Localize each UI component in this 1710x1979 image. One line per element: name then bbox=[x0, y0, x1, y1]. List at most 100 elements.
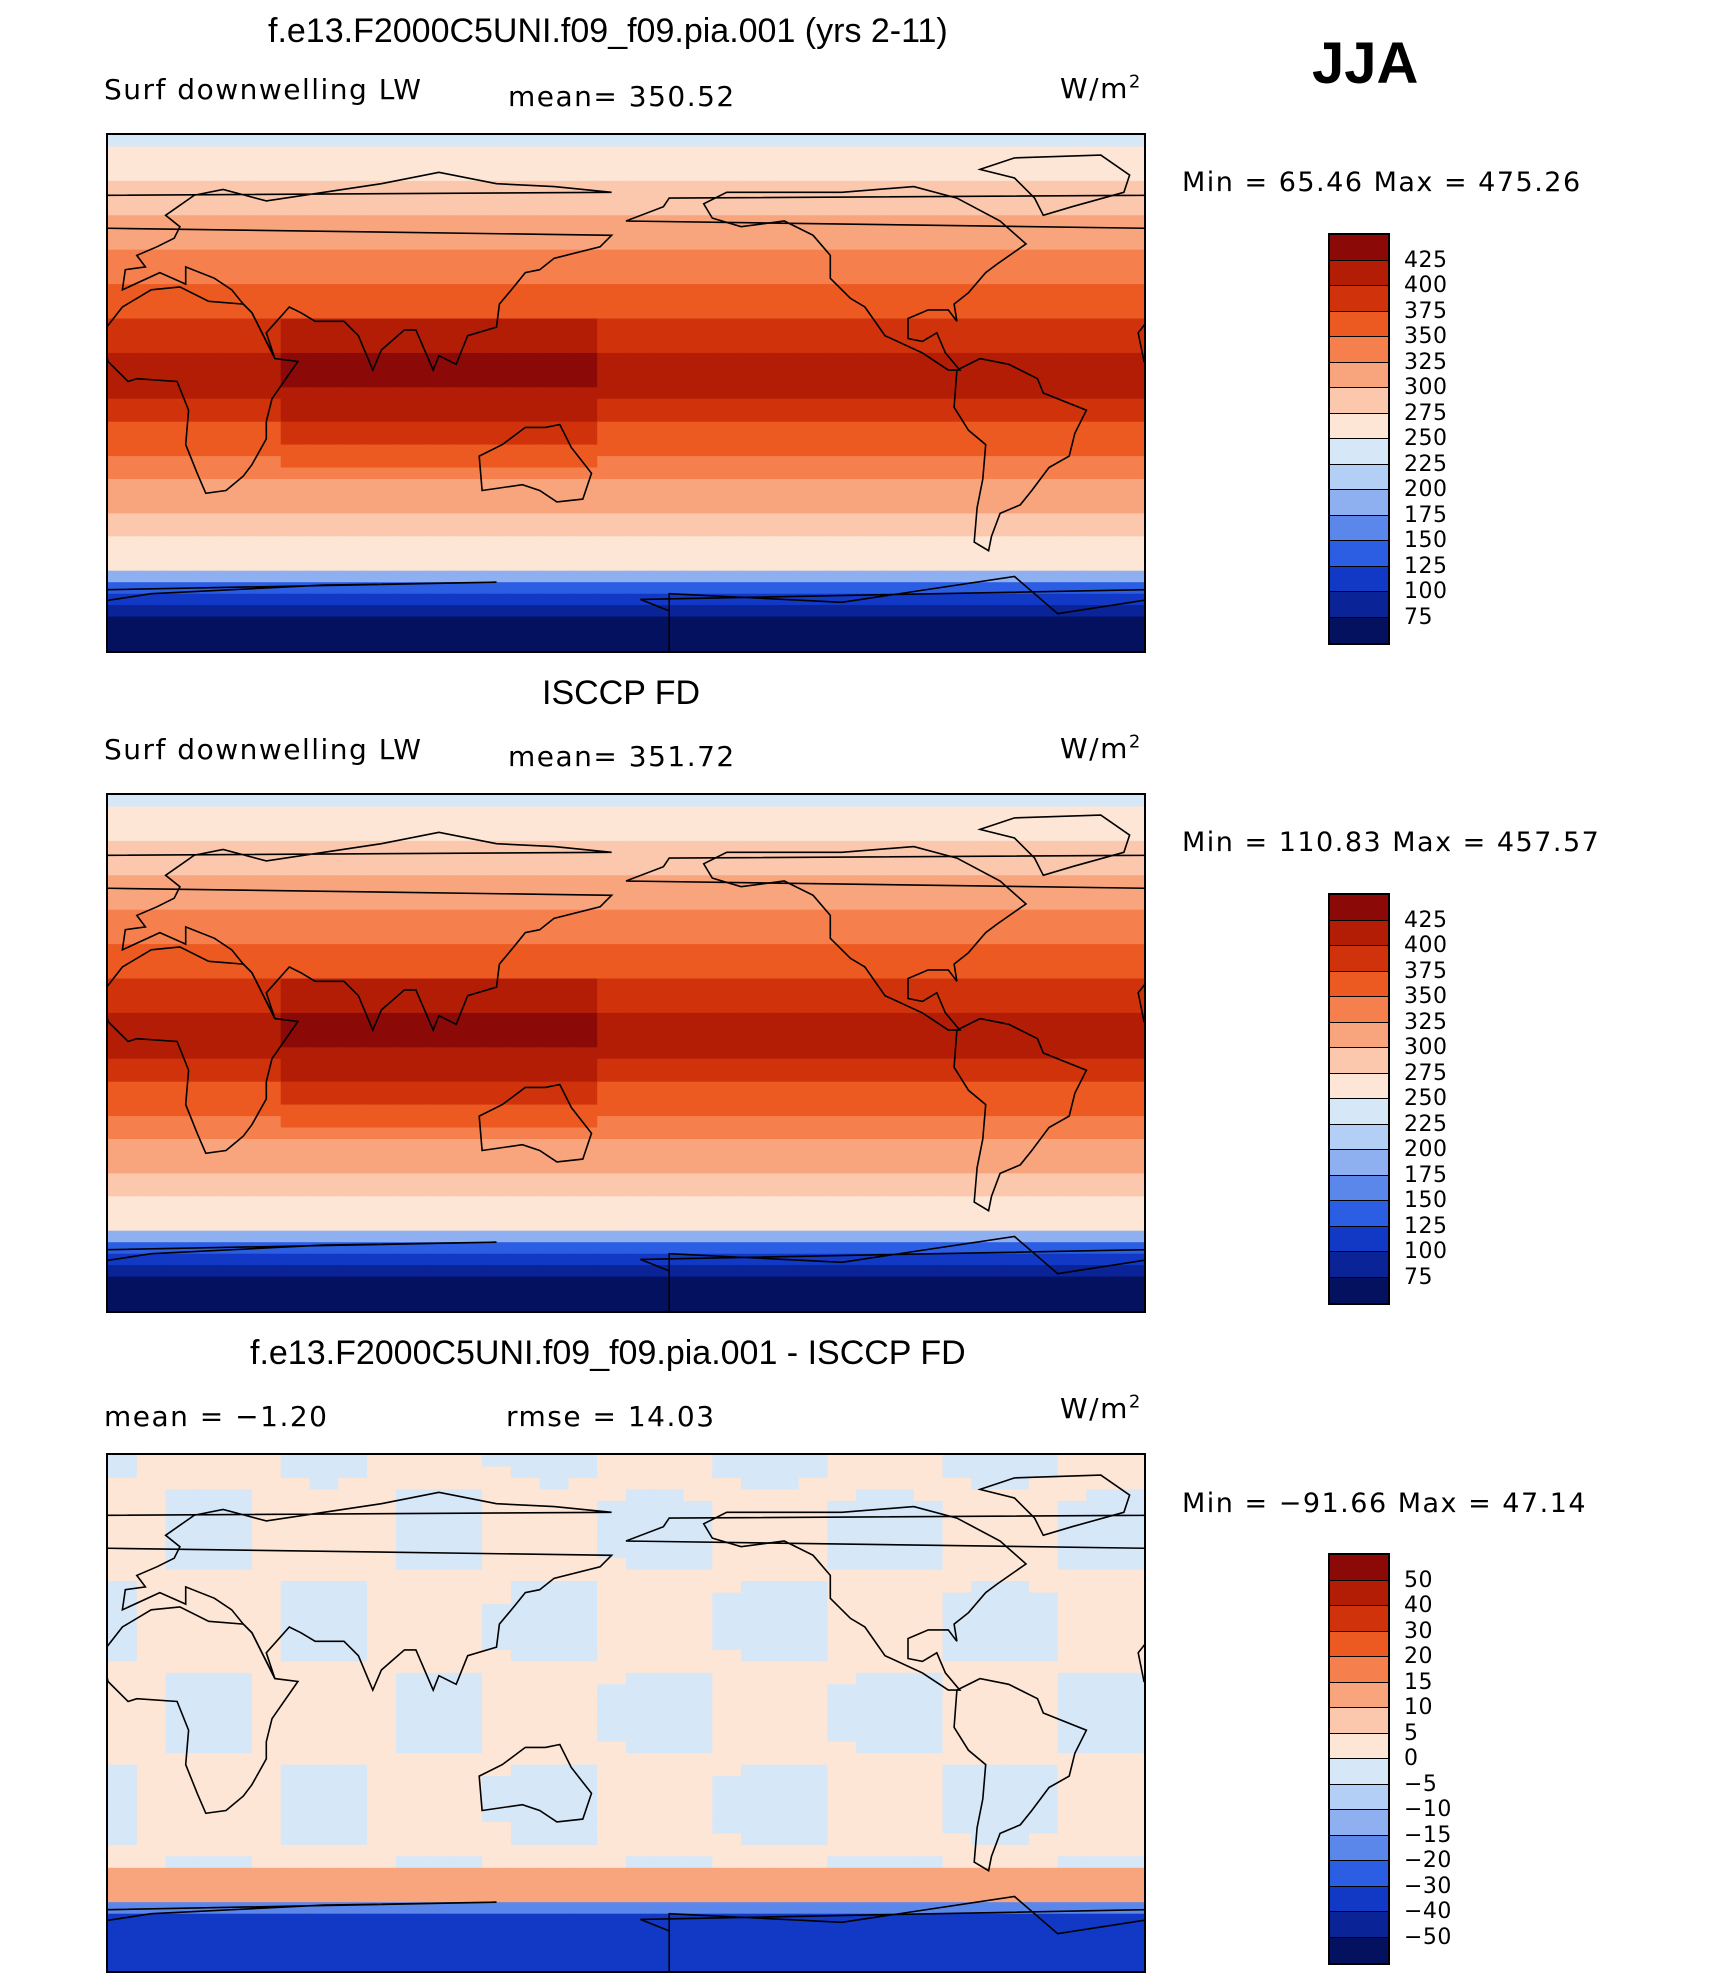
field-cell bbox=[683, 978, 714, 991]
field-cell bbox=[1115, 341, 1144, 354]
field-cell bbox=[971, 806, 1001, 819]
field-cell bbox=[769, 1844, 800, 1858]
field-cell bbox=[626, 1558, 656, 1571]
field-cell bbox=[683, 1116, 714, 1129]
field-cell bbox=[1086, 238, 1116, 251]
field-cell bbox=[626, 989, 656, 1003]
field-cell bbox=[367, 829, 397, 842]
field-cell bbox=[741, 1127, 771, 1140]
field-cell bbox=[482, 1161, 512, 1175]
field-cell bbox=[309, 898, 339, 911]
field-cell bbox=[424, 410, 455, 423]
field-cell bbox=[913, 467, 944, 480]
field-cell bbox=[367, 513, 397, 526]
field-cell bbox=[1086, 501, 1116, 515]
field-cell bbox=[1000, 628, 1030, 641]
field-cell bbox=[510, 1902, 541, 1915]
field-cell bbox=[1028, 1477, 1059, 1491]
field-cell bbox=[367, 387, 397, 400]
field-cell bbox=[482, 1093, 512, 1106]
field-cell bbox=[741, 1764, 771, 1777]
field-cell bbox=[654, 921, 685, 934]
field-cell bbox=[741, 1466, 771, 1479]
field-cell bbox=[223, 1184, 253, 1198]
field-cell bbox=[741, 886, 771, 899]
field-cell bbox=[251, 307, 282, 320]
field-cell bbox=[338, 433, 368, 446]
field-cell bbox=[309, 1500, 339, 1514]
field-cell bbox=[482, 456, 512, 469]
field-cell bbox=[741, 157, 771, 171]
field-cell bbox=[1028, 852, 1059, 865]
field-cell bbox=[885, 967, 915, 980]
field-cell bbox=[424, 989, 455, 1003]
field-cell bbox=[913, 616, 944, 629]
field-cell bbox=[1028, 1081, 1059, 1094]
field-cell bbox=[827, 146, 857, 159]
field-cell bbox=[712, 1604, 742, 1617]
field-cell bbox=[424, 1948, 455, 1961]
field-cell bbox=[539, 1948, 570, 1961]
field-cell bbox=[1086, 329, 1116, 343]
field-cell bbox=[194, 1081, 224, 1094]
field-cell bbox=[539, 238, 570, 251]
colorbar-box bbox=[1330, 1201, 1388, 1227]
field-cell bbox=[1028, 1890, 1059, 1903]
field-cell bbox=[1000, 1500, 1030, 1514]
field-cell bbox=[367, 524, 397, 538]
colorbar-box bbox=[1330, 1759, 1388, 1785]
field-cell bbox=[683, 1902, 714, 1915]
colorbar-box bbox=[1330, 1277, 1388, 1303]
field-cell bbox=[424, 1925, 455, 1938]
field-cell bbox=[885, 1787, 915, 1800]
field-cell bbox=[654, 157, 685, 171]
field-cell bbox=[683, 318, 714, 331]
field-cell bbox=[280, 1081, 311, 1094]
field-cell bbox=[424, 955, 455, 968]
field-cell bbox=[108, 421, 138, 434]
field-cell bbox=[1086, 479, 1116, 492]
field-cell bbox=[395, 1173, 426, 1186]
field-cell bbox=[827, 1833, 857, 1846]
field-cell bbox=[913, 1890, 944, 1903]
field-cell bbox=[223, 524, 253, 538]
field-cell bbox=[626, 1948, 656, 1961]
field-cell bbox=[626, 1902, 656, 1915]
field-cell bbox=[856, 547, 886, 561]
field-cell bbox=[482, 1890, 512, 1903]
field-cell bbox=[280, 1116, 311, 1129]
field-cell bbox=[482, 157, 512, 171]
field-cell bbox=[453, 840, 483, 854]
field-cell bbox=[194, 215, 224, 228]
field-cell bbox=[280, 1173, 311, 1186]
field-cell bbox=[1086, 967, 1116, 980]
field-cell bbox=[798, 1638, 829, 1651]
field-cell bbox=[741, 1477, 771, 1491]
field-cell bbox=[136, 1299, 167, 1311]
field-cell bbox=[827, 249, 857, 262]
field-cell bbox=[913, 1581, 944, 1594]
field-cell bbox=[769, 1581, 800, 1594]
field-cell bbox=[856, 1867, 886, 1881]
field-cell bbox=[741, 352, 771, 366]
colorbar-box bbox=[1330, 1580, 1388, 1606]
field-cell bbox=[654, 1764, 685, 1777]
field-cell bbox=[1028, 1012, 1059, 1026]
field-cell bbox=[194, 479, 224, 492]
field-cell bbox=[424, 1741, 455, 1754]
field-cell bbox=[885, 628, 915, 641]
field-cell bbox=[769, 1615, 800, 1628]
field-cell bbox=[1028, 341, 1059, 354]
field-cell bbox=[597, 1787, 627, 1800]
field-cell bbox=[626, 1500, 656, 1514]
field-cell bbox=[136, 1741, 167, 1754]
field-cell bbox=[280, 967, 311, 980]
field-cell bbox=[165, 628, 196, 641]
field-cell bbox=[741, 1707, 771, 1720]
field-cell bbox=[165, 501, 196, 515]
field-cell bbox=[510, 1455, 541, 1468]
field-cell bbox=[136, 1001, 167, 1014]
field-cell bbox=[856, 978, 886, 991]
field-cell bbox=[827, 1695, 857, 1709]
field-cell bbox=[1000, 135, 1030, 148]
